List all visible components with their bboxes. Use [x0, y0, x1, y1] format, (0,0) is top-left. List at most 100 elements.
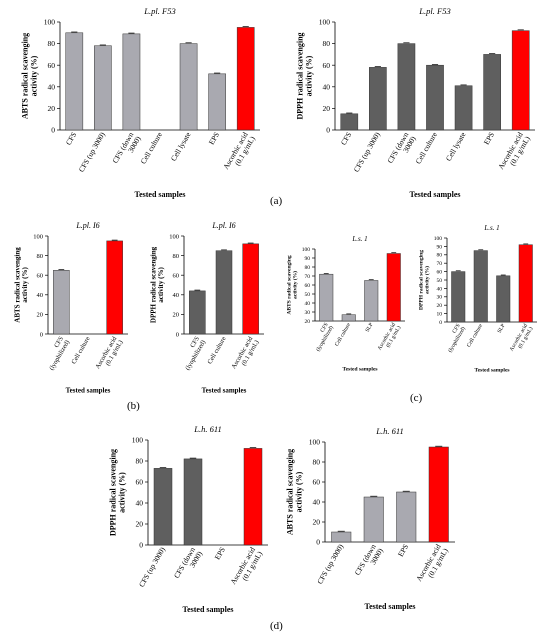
y-tick-label: 60	[37, 272, 44, 279]
y-tick-label: 80	[323, 39, 331, 48]
category-label: Ascorbic acid(0.1 g/mL)	[377, 322, 403, 355]
y-tick-label: 0	[139, 541, 143, 550]
x-axis-label: Tested samples	[66, 387, 111, 395]
y-tick-label: 80	[48, 39, 56, 48]
bar	[518, 244, 533, 323]
chart-1: L.pl. F53 0 20 40 60 80 100 DPPH radical scaven…	[296, 6, 535, 199]
bar	[397, 43, 416, 131]
chart-title: L.s. 1	[483, 224, 499, 232]
category-label: Ascorbic acid(0.1 g/mL)	[230, 335, 261, 374]
chart-title: L.h. 611	[193, 424, 221, 434]
y-axis-label: ABTS radical scavengingactivity (%)	[21, 33, 39, 119]
y-tick-label: 100	[309, 438, 321, 447]
y-tick-label: 90	[437, 244, 443, 250]
bar	[364, 280, 379, 322]
chart-title: L.s. 1	[351, 235, 367, 243]
chart-title: L.pl. F53	[418, 6, 450, 16]
bar	[363, 496, 384, 543]
y-tick-label: 20	[437, 303, 443, 309]
category-label: CFS(lyophilized)	[310, 322, 335, 353]
y-axis-label: ABTS radical scavengingactivity (%)	[286, 255, 298, 315]
y-tick-label: 80	[136, 457, 144, 466]
panel-label-c: (c)	[410, 392, 423, 404]
y-tick-label: 40	[48, 82, 56, 91]
category-label: CFS (down3000)	[172, 545, 204, 584]
y-tick-label: 0	[316, 538, 320, 547]
y-tick-label: 50	[305, 292, 311, 298]
chart-title: L.h. 611	[375, 426, 403, 436]
y-tick-label: 40	[37, 292, 44, 299]
bar	[94, 45, 112, 131]
bar	[473, 250, 488, 323]
panel-label-b: (b)	[127, 400, 140, 412]
category-label: Cell culture	[466, 323, 484, 349]
y-tick-label: 100	[33, 233, 43, 240]
chart-3: L.pl. I6 0 20 40 60 80 100 DPPH radical scaveng…	[149, 221, 264, 395]
x-axis-label: Tested samples	[134, 190, 185, 199]
bar	[483, 54, 501, 131]
chart-title: L.pl. F53	[143, 6, 175, 16]
y-tick-label: 80	[305, 265, 311, 271]
bar	[236, 27, 255, 131]
y-tick-label: 80	[313, 458, 321, 467]
category-label: SLP	[365, 322, 375, 333]
y-tick-label: 30	[437, 295, 443, 301]
bar	[386, 253, 401, 322]
chart-title: L.pl. I6	[211, 221, 235, 230]
bar	[53, 270, 70, 335]
bar	[179, 43, 198, 131]
y-tick-label: 0	[40, 331, 43, 338]
bar	[396, 491, 417, 543]
chart-5: L.s. 1 0 10 20 30 40 50 60 70 80 90 100 DPPH radical…	[418, 224, 537, 373]
category-label: Ascorbic acid(0.1 g/mL)	[221, 130, 257, 175]
bar	[426, 64, 444, 131]
category-label: Ascorbic acid(0.1 g/mL)	[414, 542, 450, 587]
y-axis-label: ABTS radical scavengingactivity (%)	[13, 247, 29, 323]
y-tick-label: 60	[323, 61, 331, 70]
y-tick-label: 30	[305, 310, 311, 316]
bar	[153, 468, 173, 546]
y-axis-label: DPPH radical scavengingactivity (%)	[296, 32, 314, 119]
category-label: Cell culture	[206, 335, 227, 365]
bar	[340, 113, 359, 131]
y-tick-label: 100	[44, 18, 56, 27]
x-axis-label: Tested samples	[474, 367, 509, 373]
y-tick-label: 100	[319, 18, 331, 27]
category-label: Ascorbic acid(0.1 g/mL)	[228, 545, 264, 590]
bar	[496, 275, 511, 323]
category-label: CFS (up 3000)	[352, 130, 382, 174]
y-tick-label: 40	[437, 286, 443, 292]
category-label: Ascorbic acid(0.1 g/mL)	[94, 335, 125, 374]
category-label: CFS(lyophilized)	[42, 335, 71, 371]
chart-2: L.pl. I6 0 20 40 60 80 100 ABTS radical scaveng…	[13, 221, 128, 395]
y-tick-label: 40	[173, 292, 180, 299]
bar	[189, 290, 206, 335]
y-tick-label: 50	[437, 278, 443, 284]
y-tick-label: 70	[305, 274, 311, 280]
y-tick-label: 20	[48, 104, 56, 113]
bar	[65, 32, 84, 131]
bar	[319, 273, 334, 322]
x-axis-label: Tested samples	[202, 387, 247, 395]
bar	[451, 271, 466, 323]
bar	[122, 33, 141, 131]
y-axis-label: DPPH radical scavengingactivity (%)	[109, 449, 127, 536]
x-axis-label: Tested samples	[409, 190, 460, 199]
y-tick-label: 0	[326, 126, 330, 135]
y-tick-label: 60	[48, 61, 56, 70]
category-label: SLP	[497, 323, 507, 334]
category-label: CFS	[339, 131, 353, 147]
y-tick-label: 100	[169, 233, 179, 240]
category-label: CFS (up 3000)	[77, 130, 107, 174]
bar	[331, 531, 352, 543]
y-tick-label: 20	[173, 312, 180, 319]
panel-label-d: (d)	[270, 620, 283, 632]
chart-4: L.s. 1 20 30 40 50 60 70 80 90 100 ABTS radical sc…	[286, 235, 405, 372]
category-label: Ascorbic acid(0.1 g/mL)	[509, 323, 535, 356]
y-tick-label: 0	[176, 331, 179, 338]
category-label: CFS (down3000)	[385, 130, 417, 169]
y-tick-label: 40	[305, 301, 311, 307]
category-label: EPS	[207, 131, 221, 147]
y-tick-label: 100	[302, 247, 311, 253]
